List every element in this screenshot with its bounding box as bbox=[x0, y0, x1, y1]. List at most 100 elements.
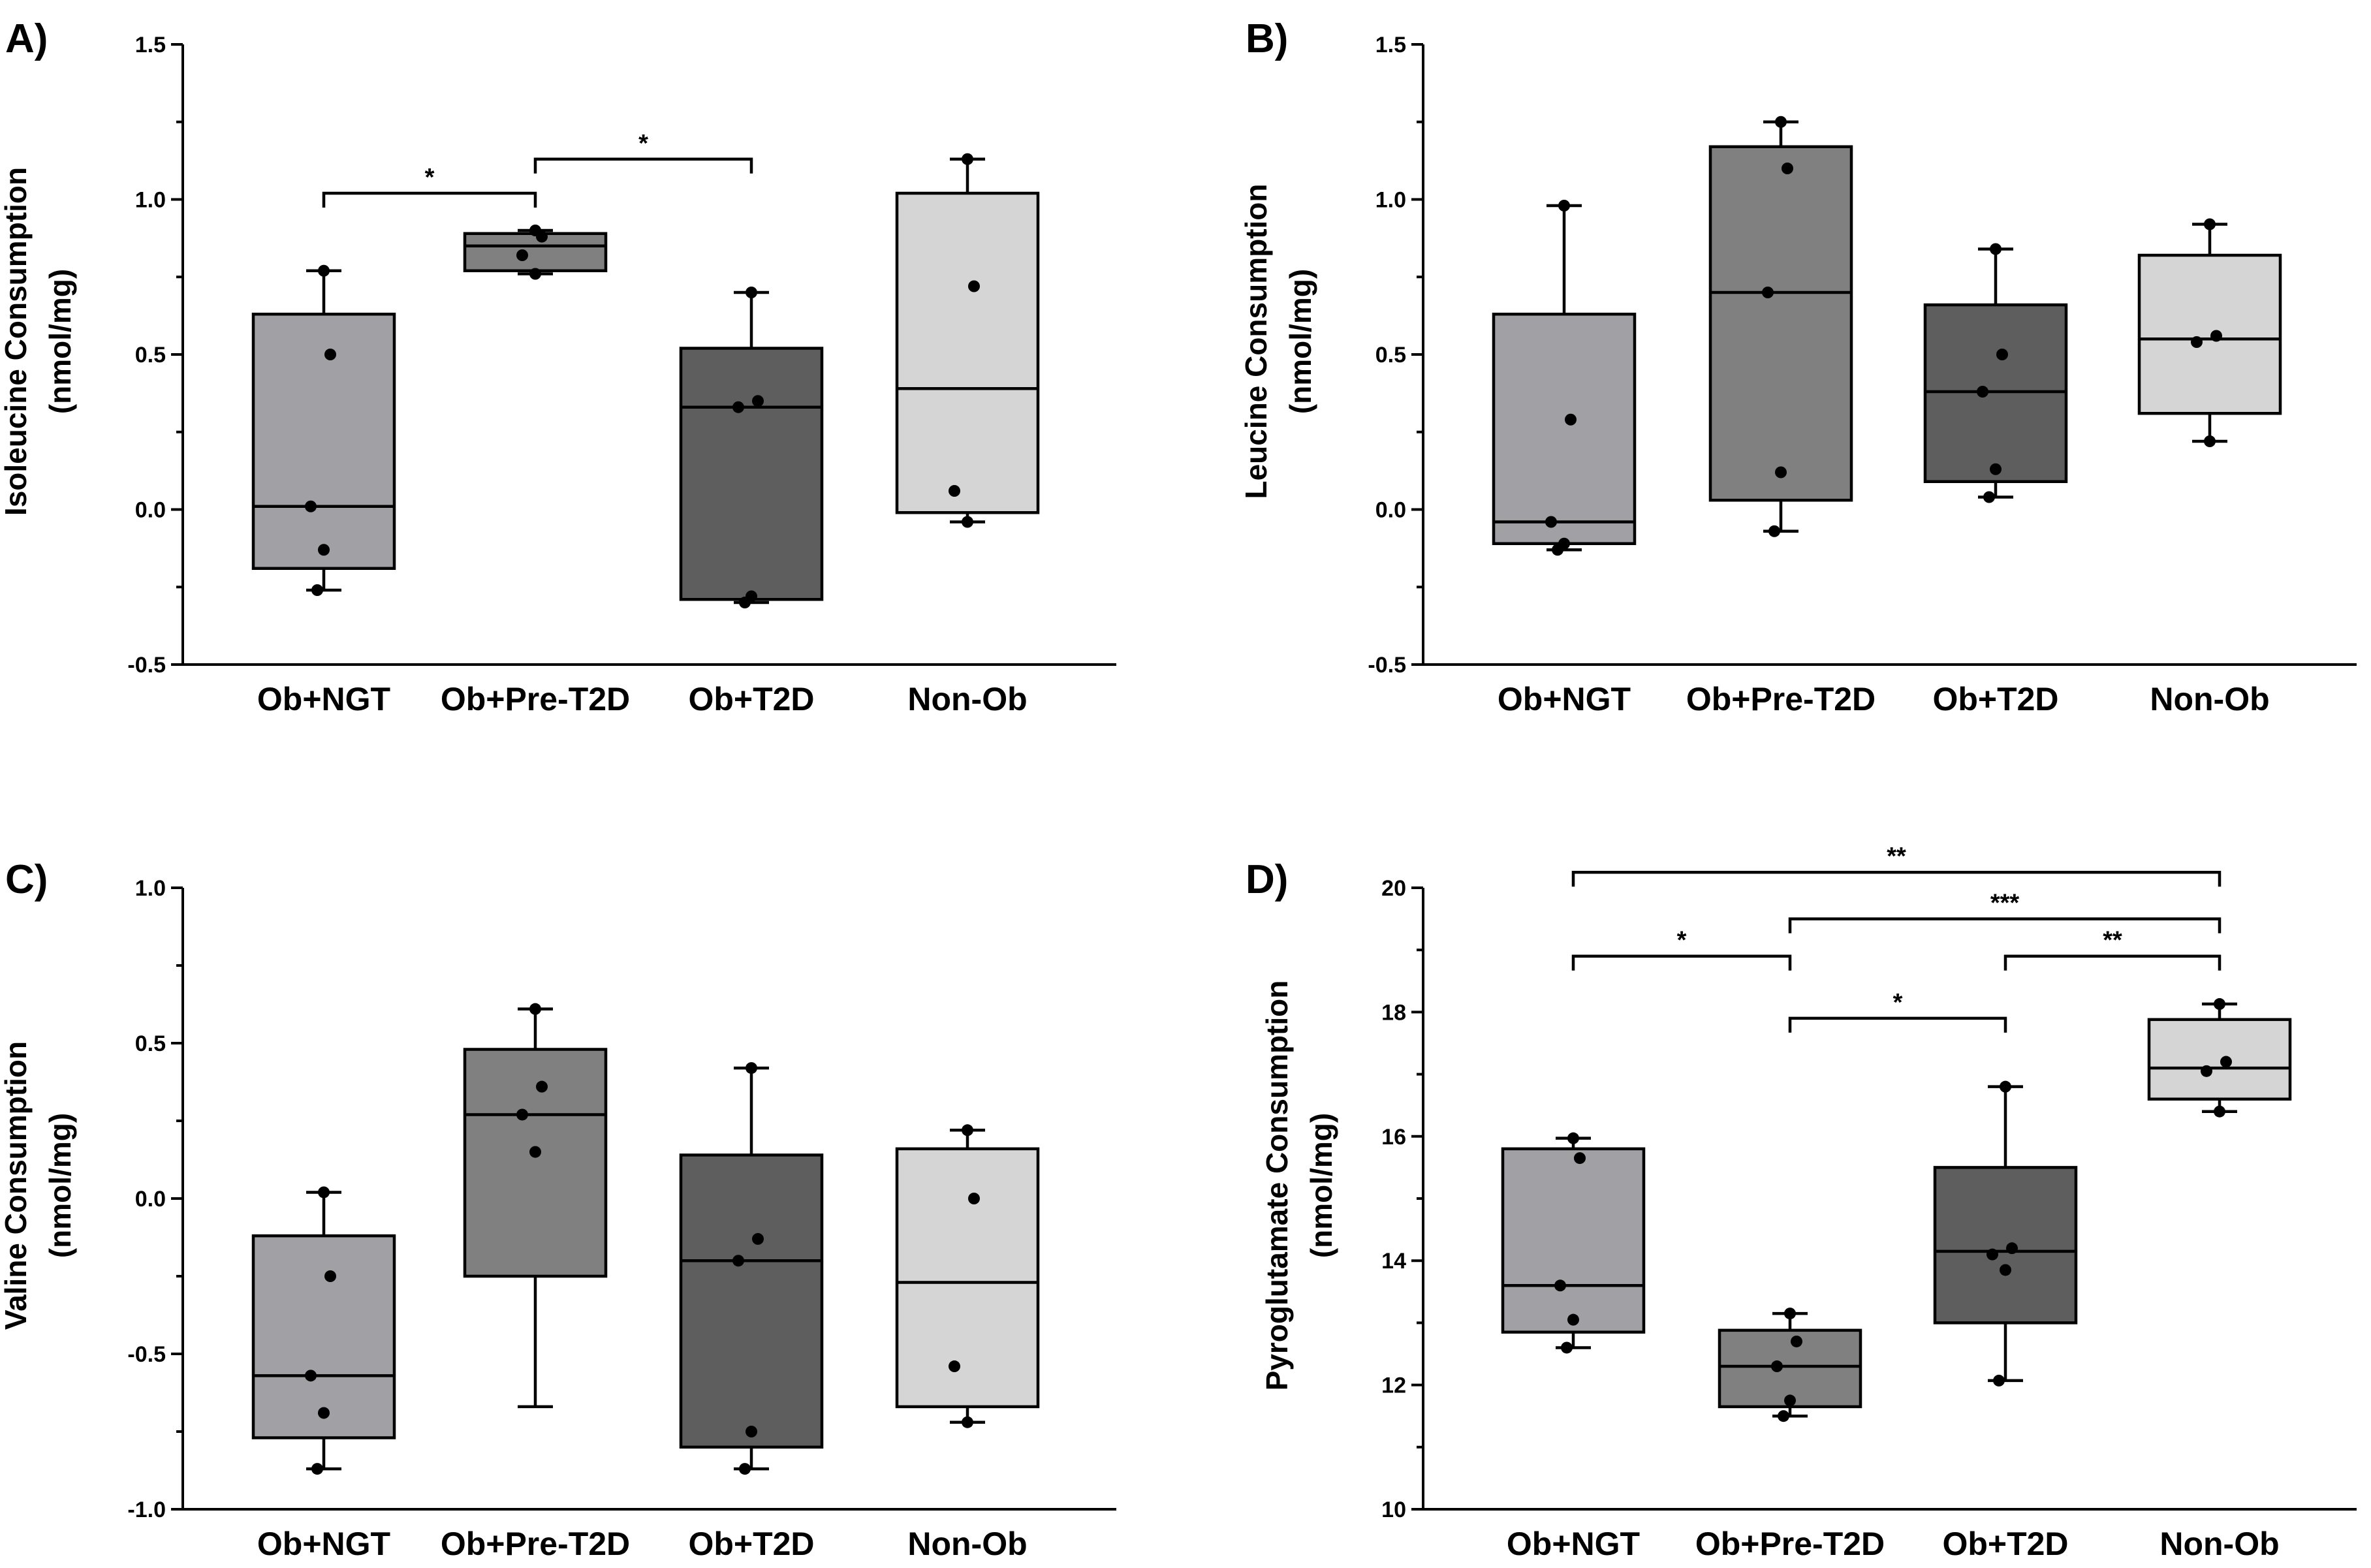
data-point bbox=[318, 1186, 330, 1199]
x-category-label: Non-Ob bbox=[907, 681, 1027, 717]
data-point bbox=[529, 1003, 541, 1015]
data-point bbox=[1558, 200, 1570, 212]
data-point bbox=[1567, 1132, 1579, 1144]
box-group-3 bbox=[895, 153, 1040, 528]
data-point bbox=[1996, 349, 2008, 360]
data-point bbox=[529, 268, 541, 280]
significance-label: *** bbox=[1990, 890, 2020, 917]
data-point bbox=[732, 401, 744, 413]
box-group-1 bbox=[1718, 1308, 1862, 1422]
data-point bbox=[1993, 1374, 2005, 1387]
y-tick-label: 16 bbox=[1381, 1125, 1406, 1150]
significance-bracket: * bbox=[322, 164, 537, 208]
y-axis-label: Isoleucine Consumption bbox=[0, 167, 33, 516]
panel-a: A) -0.5 0.0 0.5 1.0 1.5 Isoleucine Consumptio… bbox=[0, 16, 1116, 717]
data-point bbox=[305, 1370, 317, 1382]
data-point bbox=[1561, 1341, 1573, 1354]
data-point bbox=[2201, 1065, 2212, 1077]
data-point bbox=[1782, 163, 1793, 174]
data-point bbox=[516, 249, 528, 261]
panel-label-b: B) bbox=[1246, 16, 1288, 61]
data-point bbox=[2220, 1056, 2232, 1068]
bracket-line bbox=[1788, 1016, 2007, 1033]
significance-bracket: ** bbox=[1571, 843, 2222, 887]
y-tick-label: 10 bbox=[1381, 1497, 1406, 1522]
data-point bbox=[1977, 386, 1988, 398]
data-point bbox=[962, 153, 973, 165]
data-point bbox=[1554, 1279, 1566, 1292]
box-group-2 bbox=[679, 287, 824, 608]
panel-label-a: A) bbox=[5, 16, 48, 61]
box-iqr bbox=[251, 1234, 396, 1439]
y-tick-label: 0.0 bbox=[135, 1187, 166, 1212]
data-point bbox=[2000, 1264, 2011, 1276]
x-category-label: Ob+T2D bbox=[688, 681, 814, 717]
data-point bbox=[2214, 1105, 2225, 1118]
box-group-0 bbox=[1492, 200, 1637, 556]
x-category-label: Ob+T2D bbox=[1942, 1526, 2068, 1562]
x-category-label: Ob+Pre-T2D bbox=[1686, 681, 1876, 717]
box-iqr bbox=[1718, 1328, 1862, 1409]
box-iqr bbox=[463, 232, 608, 272]
significance-bracket: * bbox=[1788, 989, 2007, 1033]
data-point bbox=[1771, 1360, 1783, 1373]
box-group-1 bbox=[463, 225, 608, 280]
data-point bbox=[1545, 516, 1557, 528]
data-point bbox=[1784, 1394, 1796, 1407]
data-point bbox=[746, 1426, 757, 1437]
y-tick-label: -0.5 bbox=[127, 1342, 166, 1367]
y-tick-label: 0.5 bbox=[1375, 343, 1406, 368]
x-category-label: Ob+NGT bbox=[257, 1526, 390, 1562]
data-point bbox=[968, 280, 980, 292]
data-point bbox=[949, 485, 960, 497]
box-group-2 bbox=[679, 1062, 824, 1475]
x-category-label: Ob+NGT bbox=[257, 681, 390, 717]
box-iqr bbox=[895, 191, 1040, 514]
box-iqr bbox=[1933, 1166, 2078, 1325]
box-group-2 bbox=[1923, 243, 2068, 503]
y-axis-label-units: (nmol/mg) bbox=[43, 1113, 77, 1258]
data-point bbox=[2000, 1080, 2011, 1093]
y-tick-label: 12 bbox=[1381, 1373, 1406, 1398]
box-group-1 bbox=[463, 1003, 608, 1409]
data-point bbox=[1775, 466, 1787, 478]
data-point bbox=[1990, 463, 2002, 475]
box-iqr bbox=[895, 1147, 1040, 1409]
y-tick-label: -0.5 bbox=[127, 653, 166, 678]
significance-label: * bbox=[425, 164, 435, 191]
y-tick-label: 1.5 bbox=[135, 33, 166, 57]
data-point bbox=[318, 264, 330, 277]
data-point bbox=[318, 1407, 330, 1419]
x-category-label: Non-Ob bbox=[2150, 681, 2269, 717]
x-category-label: Ob+T2D bbox=[688, 1526, 814, 1562]
significance-label: * bbox=[1893, 989, 1903, 1016]
data-point bbox=[1990, 243, 2002, 255]
data-point bbox=[2210, 330, 2222, 342]
panel-label-c: C) bbox=[5, 857, 48, 902]
y-tick-label: 0.5 bbox=[135, 1031, 166, 1056]
y-tick-label: 18 bbox=[1381, 1000, 1406, 1025]
box-iqr bbox=[463, 1048, 608, 1278]
panel-d: D) 10 12 14 16 18 20 Pyroglutamate Consumption… bbox=[1246, 843, 2357, 1562]
bracket-line bbox=[322, 191, 537, 208]
data-point bbox=[1768, 525, 1780, 537]
significance-label: * bbox=[638, 130, 648, 157]
data-point bbox=[732, 1255, 744, 1267]
significance-bracket: * bbox=[533, 130, 753, 174]
box-iqr bbox=[679, 347, 824, 601]
data-point bbox=[1565, 413, 1577, 426]
y-axis-label: Valine Consumption bbox=[0, 1041, 33, 1330]
data-point bbox=[1552, 544, 1563, 556]
y-tick-label: 1.0 bbox=[135, 188, 166, 213]
data-point bbox=[962, 516, 973, 528]
y-tick-label: -1.0 bbox=[127, 1497, 166, 1522]
y-axis-label-units: (nmol/mg) bbox=[43, 269, 77, 414]
data-point bbox=[324, 1270, 336, 1282]
x-category-label: Ob+Pre-T2D bbox=[1695, 1526, 1885, 1562]
x-category-label: Non-Ob bbox=[907, 1526, 1027, 1562]
y-tick-label: 1.5 bbox=[1375, 33, 1406, 57]
y-tick-label: 20 bbox=[1381, 876, 1406, 901]
x-category-label: Ob+NGT bbox=[1507, 1526, 1640, 1562]
data-point bbox=[516, 1108, 528, 1121]
data-point bbox=[962, 1416, 973, 1428]
